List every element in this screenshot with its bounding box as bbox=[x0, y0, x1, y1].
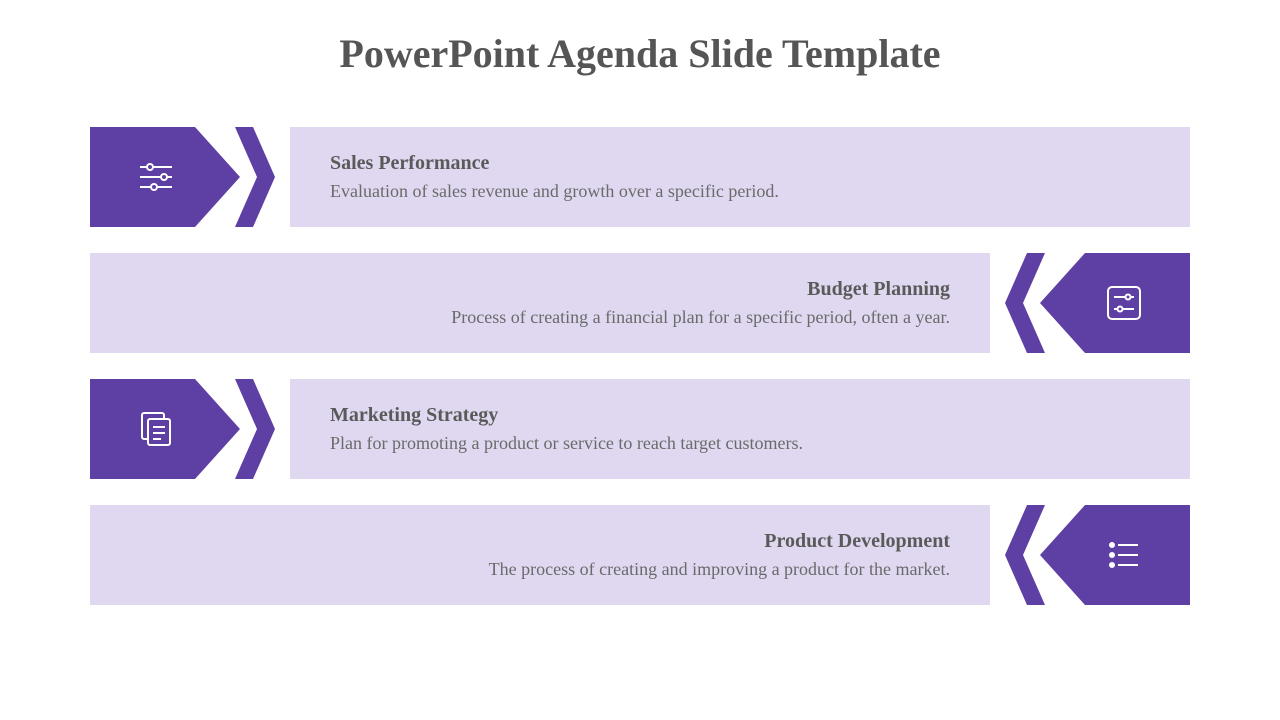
agenda-row: Sales Performance Evaluation of sales re… bbox=[90, 127, 1190, 227]
agenda-banner: Marketing Strategy Plan for promoting a … bbox=[290, 379, 1190, 479]
agenda-row: Marketing Strategy Plan for promoting a … bbox=[90, 379, 1190, 479]
agenda-text: Product Development The process of creat… bbox=[489, 530, 950, 580]
agenda-banner: Sales Performance Evaluation of sales re… bbox=[290, 127, 1190, 227]
arrow-shape bbox=[90, 379, 240, 479]
sliders-icon bbox=[134, 155, 178, 199]
agenda-banner: Product Development The process of creat… bbox=[90, 505, 990, 605]
slide-title: PowerPoint Agenda Slide Template bbox=[90, 30, 1190, 77]
agenda-item-title: Marketing Strategy bbox=[330, 404, 803, 427]
arrow-accent bbox=[235, 379, 275, 479]
arrow-shape bbox=[90, 127, 240, 227]
chevron-block bbox=[990, 253, 1190, 353]
documents-icon bbox=[134, 407, 178, 451]
agenda-item-desc: Process of creating a financial plan for… bbox=[451, 307, 950, 328]
agenda-row: Budget Planning Process of creating a fi… bbox=[90, 253, 1190, 353]
chevron-block bbox=[990, 505, 1190, 605]
chevron-block bbox=[90, 127, 290, 227]
arrow-accent bbox=[235, 127, 275, 227]
list-icon bbox=[1102, 533, 1146, 577]
arrow-accent bbox=[1005, 253, 1045, 353]
agenda-item-desc: The process of creating and improving a … bbox=[489, 559, 950, 580]
agenda-item-title: Sales Performance bbox=[330, 152, 779, 175]
slide: PowerPoint Agenda Slide Template bbox=[0, 0, 1280, 720]
arrow-accent bbox=[1005, 505, 1045, 605]
settings-panel-icon bbox=[1102, 281, 1146, 325]
chevron-block bbox=[90, 379, 290, 479]
agenda-item-desc: Evaluation of sales revenue and growth o… bbox=[330, 181, 779, 202]
agenda-row: Product Development The process of creat… bbox=[90, 505, 1190, 605]
arrow-shape bbox=[1040, 253, 1190, 353]
agenda-item-desc: Plan for promoting a product or service … bbox=[330, 433, 803, 454]
agenda-banner: Budget Planning Process of creating a fi… bbox=[90, 253, 990, 353]
agenda-item-title: Product Development bbox=[489, 530, 950, 553]
agenda-text: Sales Performance Evaluation of sales re… bbox=[330, 152, 779, 202]
agenda-text: Budget Planning Process of creating a fi… bbox=[451, 278, 950, 328]
agenda-item-title: Budget Planning bbox=[451, 278, 950, 301]
agenda-text: Marketing Strategy Plan for promoting a … bbox=[330, 404, 803, 454]
arrow-shape bbox=[1040, 505, 1190, 605]
agenda-list: Sales Performance Evaluation of sales re… bbox=[90, 127, 1190, 605]
